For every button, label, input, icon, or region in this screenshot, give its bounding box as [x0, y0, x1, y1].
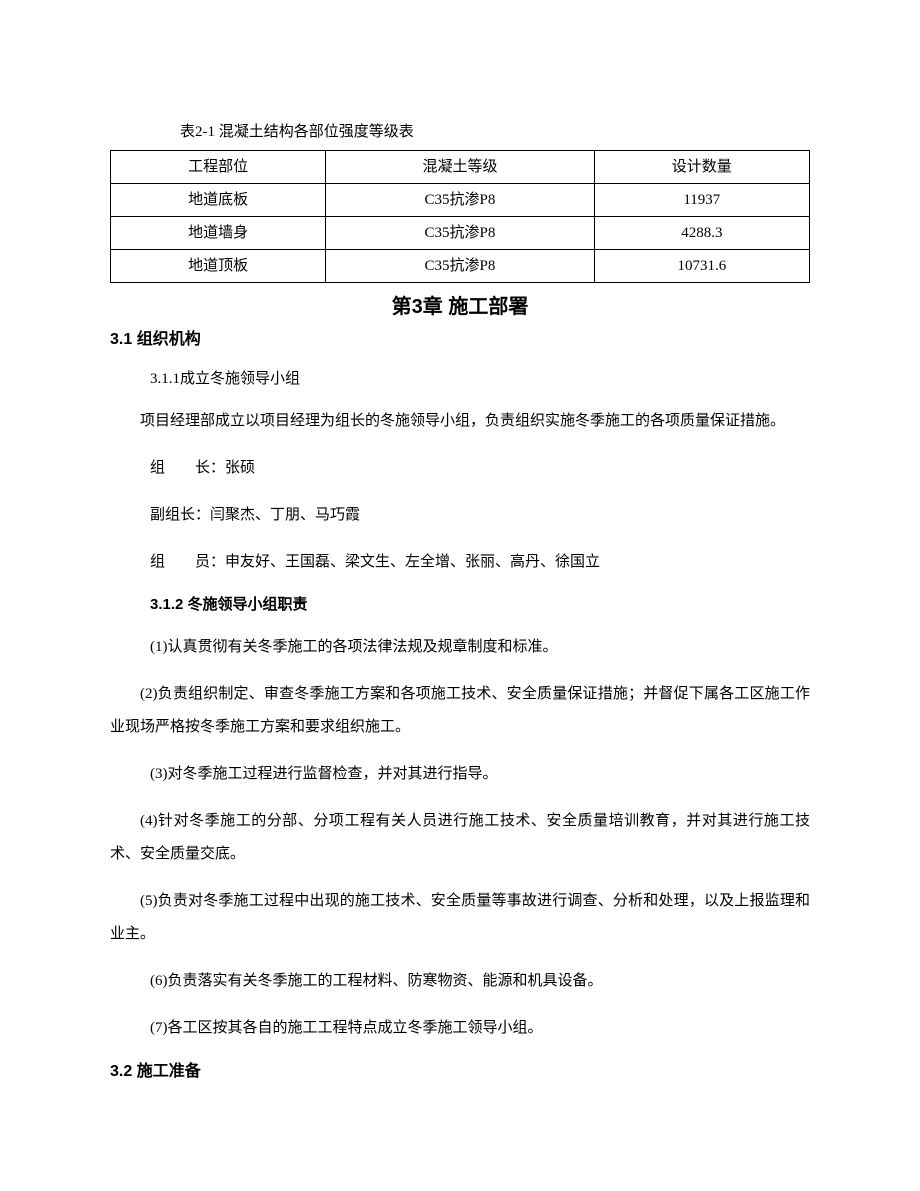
cell: 11937	[594, 184, 809, 217]
cell: C35抗渗P8	[326, 184, 594, 217]
vice-leader-line: 副组长：闫聚杰、丁朋、马巧霞	[150, 499, 810, 532]
duty-item-4: (4)针对冬季施工的分部、分项工程有关人员进行施工技术、安全质量培训教育，并对其…	[110, 805, 810, 871]
cell: 4288.3	[594, 217, 809, 250]
duty-item-2: (2)负责组织制定、审查冬季施工方案和各项施工技术、安全质量保证措施；并督促下属…	[110, 678, 810, 744]
cell: 10731.6	[594, 250, 809, 283]
section-3-2-heading: 3.2 施工准备	[110, 1059, 810, 1085]
table-header-row: 工程部位 混凝土等级 设计数量	[111, 151, 810, 184]
cell: 地道墙身	[111, 217, 326, 250]
subsection-3-1-2: 3.1.2 冬施领导小组职责	[150, 593, 810, 617]
leader-line: 组 长：张硕	[150, 452, 810, 485]
chapter-title: 第3章 施工部署	[110, 291, 810, 323]
member-line: 组 员：申友好、王国磊、梁文生、左全增、张丽、高丹、徐国立	[150, 546, 810, 579]
cell: C35抗渗P8	[326, 217, 594, 250]
cell: C35抗渗P8	[326, 250, 594, 283]
table-caption: 表2-1 混凝土结构各部位强度等级表	[110, 120, 810, 144]
para-lead: 项目经理部成立以项目经理为组长的冬施领导小组，负责组织实施冬季施工的各项质量保证…	[110, 405, 810, 438]
col-header-2: 混凝土等级	[326, 151, 594, 184]
cell: 地道底板	[111, 184, 326, 217]
subsection-3-1-1: 3.1.1成立冬施领导小组	[150, 367, 810, 391]
col-header-3: 设计数量	[594, 151, 809, 184]
strength-table: 工程部位 混凝土等级 设计数量 地道底板 C35抗渗P8 11937 地道墙身 …	[110, 150, 810, 283]
duty-item-3: (3)对冬季施工过程进行监督检查，并对其进行指导。	[150, 758, 810, 791]
duty-item-5: (5)负责对冬季施工过程中出现的施工技术、安全质量等事故进行调查、分析和处理，以…	[110, 885, 810, 951]
duty-item-1: (1)认真贯彻有关冬季施工的各项法律法规及规章制度和标准。	[150, 631, 810, 664]
duty-item-7: (7)各工区按其各自的施工工程特点成立冬季施工领导小组。	[150, 1012, 810, 1045]
table-row: 地道墙身 C35抗渗P8 4288.3	[111, 217, 810, 250]
duty-item-6: (6)负责落实有关冬季施工的工程材料、防寒物资、能源和机具设备。	[150, 965, 810, 998]
col-header-1: 工程部位	[111, 151, 326, 184]
cell: 地道顶板	[111, 250, 326, 283]
table-row: 地道顶板 C35抗渗P8 10731.6	[111, 250, 810, 283]
section-3-1-heading: 3.1 组织机构	[110, 327, 810, 353]
table-row: 地道底板 C35抗渗P8 11937	[111, 184, 810, 217]
